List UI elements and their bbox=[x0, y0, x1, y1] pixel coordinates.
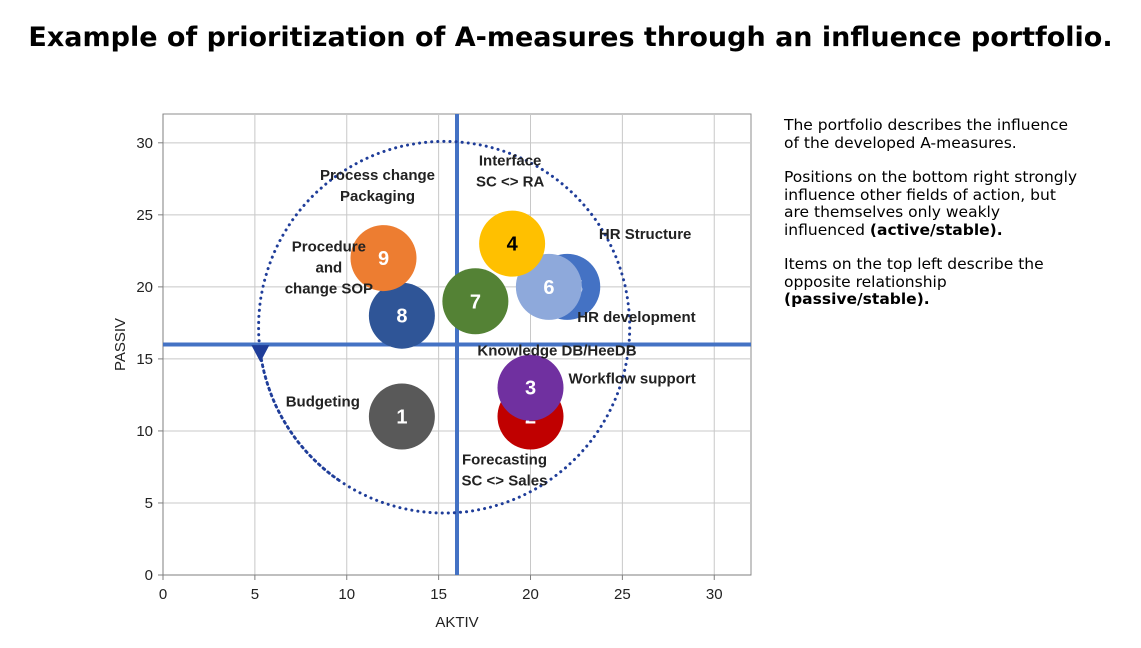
y-tick-label: 25 bbox=[136, 207, 153, 224]
y-axis-label: PASSIV bbox=[112, 318, 129, 371]
bubble-3: 3 bbox=[497, 354, 564, 421]
side-paragraph-2: Positions on the bottom right strongly i… bbox=[784, 168, 1084, 239]
cycle-arrow bbox=[251, 139, 632, 515]
y-tick-label: 0 bbox=[145, 567, 153, 584]
side-paragraph-2-bold: (active/stable). bbox=[869, 220, 1003, 239]
side-paragraph-3-bold: (passive/stable). bbox=[784, 290, 930, 308]
bubble-circle-1 bbox=[368, 383, 435, 450]
y-tick-label: 10 bbox=[136, 423, 153, 440]
bubble-6: 6 bbox=[515, 253, 582, 320]
bubble-number-3: 3 bbox=[525, 378, 536, 400]
bubble-circle-9 bbox=[350, 225, 417, 292]
annotation-9: Process change Packaging bbox=[320, 167, 435, 205]
annotation-line: Process change bbox=[320, 167, 435, 184]
bubble-9: 9 bbox=[350, 225, 417, 292]
side-paragraph-1: The portfolio describes the influence of… bbox=[784, 116, 1069, 152]
bubble-circle-4 bbox=[479, 210, 546, 277]
annotation-line: SC <> RA bbox=[476, 174, 545, 191]
bubble-7: 7 bbox=[442, 268, 509, 335]
annotation-line: Budgeting bbox=[286, 394, 360, 411]
quadrant-dividers bbox=[163, 114, 751, 575]
annotation-line: Interface bbox=[479, 153, 542, 170]
annotation-line: HR development bbox=[577, 309, 695, 326]
bubbles: 564231897 bbox=[350, 210, 601, 450]
annotation-line: change SOP bbox=[285, 281, 373, 298]
bubble-circle-6 bbox=[515, 253, 582, 320]
annotation-line: Procedure bbox=[292, 239, 366, 256]
bubble-circle-8 bbox=[368, 282, 435, 349]
annotation-8: Procedure and change SOP bbox=[285, 239, 373, 298]
annotation-1: Budgeting bbox=[286, 394, 360, 411]
y-tick-label: 15 bbox=[136, 351, 153, 368]
bubble-8: 8 bbox=[368, 282, 435, 349]
x-tick-label: 20 bbox=[522, 586, 539, 603]
x-tick-label: 0 bbox=[159, 586, 167, 603]
bubble-circle-7 bbox=[442, 268, 509, 335]
y-tick-label: 30 bbox=[136, 135, 153, 152]
annotation-line: Knowledge DB/HeeDB bbox=[477, 342, 636, 359]
annotation-line: and bbox=[316, 260, 343, 277]
x-tick-label: 30 bbox=[706, 586, 723, 603]
bubble-number-1: 1 bbox=[396, 407, 407, 429]
x-tick-label: 5 bbox=[251, 586, 259, 603]
tick-labels: 0 5 10 15 20 25 30 0 5 10 15 20 25 30 bbox=[136, 135, 722, 603]
bubble-4: 4 bbox=[479, 210, 546, 277]
x-tick-label: 15 bbox=[430, 586, 447, 603]
bubble-number-8: 8 bbox=[396, 306, 407, 328]
annotation-line: Workflow support bbox=[569, 371, 696, 388]
annotations: Process change Packaging Interface SC <> RA… bbox=[285, 153, 696, 490]
annotation-6: HR Structure bbox=[599, 226, 692, 243]
annotation-4: Interface SC <> RA bbox=[476, 153, 545, 191]
annotation-line: Forecasting bbox=[462, 452, 547, 469]
side-paragraph-3: Items on the top left describe the oppos… bbox=[784, 255, 1084, 309]
bubble-number-7: 7 bbox=[470, 291, 481, 313]
bubble-number-9: 9 bbox=[378, 248, 389, 270]
annotation-line: SC <> Sales bbox=[462, 473, 548, 490]
annotation-line: HR Structure bbox=[599, 226, 692, 243]
annotation-5: HR development bbox=[577, 309, 695, 326]
annotation-3: Workflow support bbox=[569, 371, 696, 388]
annotation-line: Packaging bbox=[340, 188, 415, 205]
bubble-circle-3 bbox=[497, 354, 564, 421]
x-axis-label: AKTIV bbox=[435, 614, 478, 631]
side-paragraph-2-text: Positions on the bottom right strongly i… bbox=[784, 168, 1078, 239]
x-tick-label: 25 bbox=[614, 586, 631, 603]
bubble-number-6: 6 bbox=[543, 277, 554, 299]
page-title: Example of prioritization of A-measures … bbox=[28, 22, 1113, 53]
cycle-arrow-path bbox=[257, 139, 632, 515]
y-tick-label: 5 bbox=[145, 495, 153, 512]
annotation-7: Knowledge DB/HeeDB bbox=[477, 342, 636, 359]
bubble-number-4: 4 bbox=[507, 234, 519, 256]
y-tick-label: 20 bbox=[136, 279, 153, 296]
cycle-arrow-head bbox=[251, 345, 270, 363]
annotation-2: Forecasting SC <> Sales bbox=[462, 452, 548, 490]
x-tick-label: 10 bbox=[338, 586, 355, 603]
side-description: The portfolio describes the influence of… bbox=[784, 116, 1084, 326]
side-paragraph-3-text: Items on the top left describe the oppos… bbox=[784, 255, 1044, 291]
bubble-1: 1 bbox=[368, 383, 435, 450]
